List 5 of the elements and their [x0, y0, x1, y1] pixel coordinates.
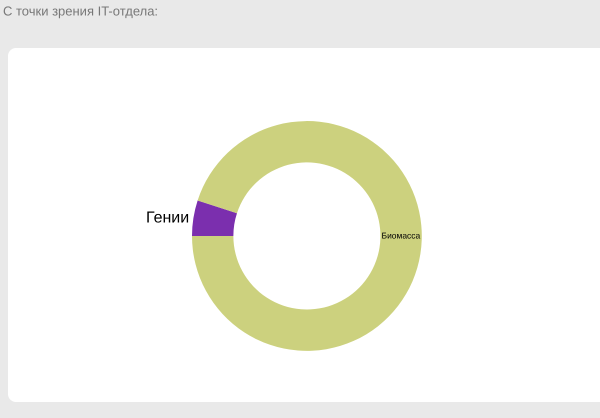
slice-label: Гении	[146, 209, 190, 226]
chart-title: С точки зрения IT-отдела:	[3, 3, 158, 18]
donut-slice	[192, 121, 422, 351]
slice-label: Биомасса	[382, 230, 421, 241]
donut-slice	[192, 200, 237, 236]
